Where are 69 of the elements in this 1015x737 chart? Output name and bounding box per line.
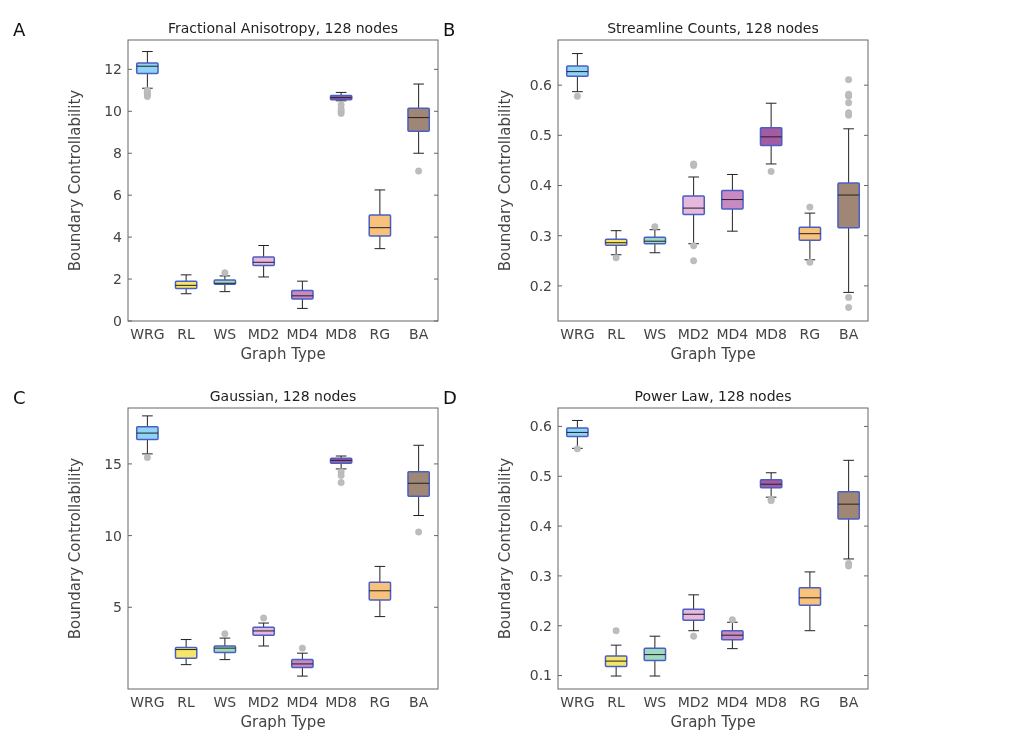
text: B [443,19,456,40]
x-tick-label: RG [799,326,821,342]
x-tick-label: MD8 [325,694,358,710]
y-tick-label: 6 [113,187,123,204]
text: A [13,19,26,40]
x-axis-title: Graph Type [670,345,756,363]
x-tick-label: BA [409,694,429,710]
y-tick-label: 12 [104,61,122,78]
x-tick-label: RG [369,694,391,710]
y-tick-label: 0.3 [529,567,552,584]
y-axis-title: Boundary Controllability [66,457,84,640]
y-tick-label: 0.1 [529,667,552,684]
y-tick-label: 2 [113,270,122,287]
x-tick-label: WS [643,694,667,710]
chart-title: Gaussian, 128 nodes [209,388,357,404]
x-tick-label: RL [607,694,626,710]
x-tick-label: RL [607,326,626,342]
x-tick-label: BA [839,326,859,342]
y-tick-label: 0.5 [529,127,552,144]
y-axis-title: Boundary Controllability [66,89,84,272]
text: C [13,387,26,408]
x-tick-label: WRG [130,694,165,710]
x-tick-label: MD4 [716,326,749,342]
y-tick-label: 0.3 [529,227,552,244]
x-tick-label: RG [799,694,821,710]
y-tick-label: 0.4 [529,177,553,194]
y-axis-title: Boundary Controllability [496,457,514,640]
y-tick-label: 0.4 [529,517,553,534]
x-tick-label: MD2 [677,326,710,342]
y-tick-label: 0.5 [529,468,552,485]
y-tick-label: 4 [113,229,123,246]
x-tick-label: BA [839,694,859,710]
y-tick-label: 5 [113,599,122,616]
x-tick-label: RL [177,326,196,342]
y-tick-label: 10 [104,527,122,544]
x-tick-label: RL [177,694,196,710]
x-tick-label: WS [643,326,667,342]
y-tick-label: 0.2 [529,277,552,294]
x-tick-label: MD4 [286,694,319,710]
x-tick-label: MD8 [755,694,788,710]
x-tick-label: MD8 [755,326,788,342]
x-tick-label: RG [369,326,391,342]
y-tick-label: 0.2 [529,617,552,634]
x-axis-title: Graph Type [240,713,326,731]
x-tick-label: MD2 [247,694,280,710]
x-tick-label: WRG [560,694,595,710]
text: D [443,387,457,408]
y-tick-label: 0.6 [529,418,553,435]
y-tick-label: 10 [104,103,122,120]
x-tick-label: BA [409,326,429,342]
x-tick-label: MD4 [286,326,319,342]
chart-title: Fractional Anisotropy, 128 nodes [168,20,398,36]
y-axis-title: Boundary Controllability [496,89,514,272]
x-axis-title: Graph Type [670,713,756,731]
chart-title: Power Law, 128 nodes [634,388,792,404]
chart-title: Streamline Counts, 128 nodes [607,20,819,36]
x-tick-label: WRG [560,326,595,342]
x-tick-label: WS [213,326,237,342]
y-tick-label: 8 [113,145,122,162]
x-axis-title: Graph Type [240,345,326,363]
y-tick-label: 15 [104,455,122,472]
y-tick-label: 0 [113,312,122,329]
x-tick-label: MD2 [247,326,280,342]
x-tick-label: MD4 [716,694,749,710]
x-tick-label: WRG [130,326,165,342]
y-tick-label: 0.6 [529,77,553,94]
x-tick-label: MD2 [677,694,710,710]
x-tick-label: WS [213,694,237,710]
x-tick-label: MD8 [325,326,358,342]
